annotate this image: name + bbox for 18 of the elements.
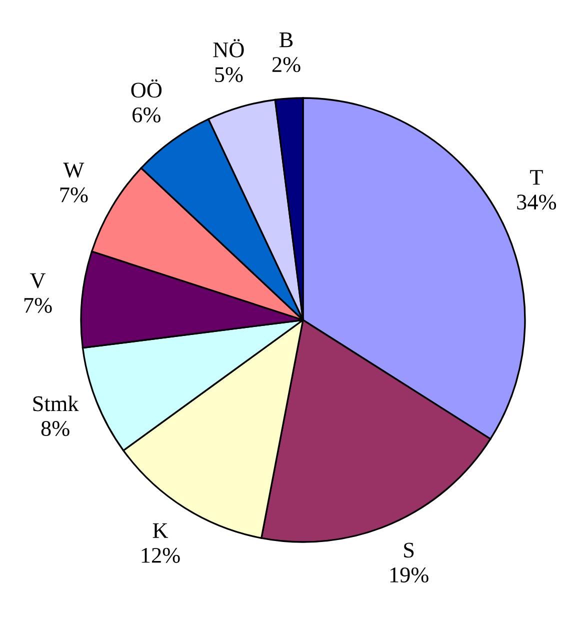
data-label: 19%	[390, 567, 428, 583]
data-label: 6%	[132, 107, 160, 123]
slice-label: S	[404, 542, 414, 558]
data-label: 34%	[517, 194, 556, 210]
data-label: 8%	[41, 421, 70, 436]
slice-label: K	[152, 523, 168, 538]
data-label: 12%	[142, 548, 180, 563]
slice-label: OÖ	[131, 79, 162, 98]
slice-label: V	[30, 273, 46, 288]
data-label: 7%	[24, 298, 52, 313]
slice-label: Stmk	[33, 396, 79, 412]
data-label: 2%	[272, 57, 300, 72]
data-label: 7%	[60, 187, 88, 202]
slice-label: W	[63, 162, 84, 178]
slice-label: NÖ	[213, 39, 244, 58]
slice-label: T	[530, 170, 543, 185]
slice-label: B	[280, 32, 293, 48]
data-label: 5%	[215, 67, 243, 82]
